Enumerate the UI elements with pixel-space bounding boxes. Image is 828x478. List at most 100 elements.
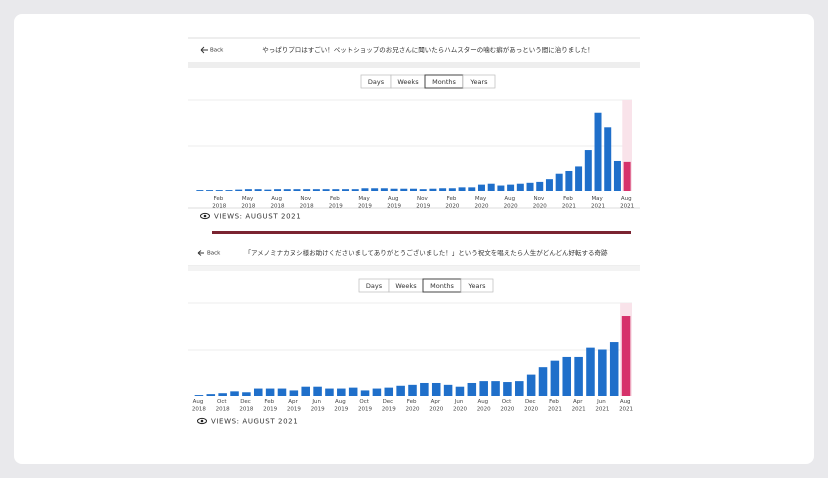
x-tick-label: Jun 2020 (453, 399, 467, 413)
bar (360, 390, 370, 396)
bar (477, 184, 485, 191)
tab-label[interactable]: Years (469, 78, 488, 86)
bar (351, 189, 359, 191)
bar (396, 385, 405, 396)
bar (289, 390, 299, 396)
tab-button[interactable] (462, 74, 496, 89)
eye-icon (197, 417, 207, 425)
bar (277, 388, 287, 396)
x-tick-label: Apr 2021 (572, 399, 586, 413)
bar (594, 112, 602, 191)
bar (408, 384, 417, 396)
bar (507, 184, 515, 191)
x-tick-label: Feb 2019 (263, 399, 277, 413)
bar (380, 188, 388, 191)
back-arrow[interactable] (200, 46, 208, 54)
x-tick-label: May 2019 (358, 196, 372, 210)
x-tick-label: Feb 2020 (445, 196, 459, 210)
bar (301, 386, 310, 396)
bar (194, 395, 204, 396)
bar (467, 382, 477, 396)
bar (419, 189, 427, 191)
bar (584, 150, 592, 191)
bar (384, 387, 394, 396)
separator (212, 231, 631, 234)
bar (303, 189, 311, 191)
bar (342, 189, 350, 191)
bar (253, 388, 263, 396)
back-arrow[interactable] (197, 250, 204, 256)
x-tick-label: Aug 2021 (619, 399, 633, 413)
bar (361, 188, 369, 191)
views-label: VIEWS: AUGUST 2021 (214, 213, 301, 221)
bar (283, 189, 291, 191)
bar (242, 392, 251, 396)
x-tick-label: May 2018 (241, 196, 255, 210)
x-tick-label: Aug 2018 (271, 196, 285, 210)
back-link[interactable]: Back (210, 48, 224, 54)
bar (244, 189, 252, 191)
x-tick-label: Dec 2020 (524, 399, 538, 413)
strip (188, 266, 640, 271)
x-tick-label: Feb 2021 (562, 196, 576, 210)
bar (206, 394, 216, 396)
x-tick-label: Dec 2019 (382, 399, 396, 413)
bar (545, 179, 553, 191)
tab-label[interactable]: Weeks (395, 282, 417, 290)
x-tick-label: Jun 2019 (311, 399, 325, 413)
bar (575, 166, 583, 191)
bar (348, 387, 358, 396)
x-tick-label: Dec 2018 (239, 399, 253, 413)
tab-label[interactable]: Months (430, 282, 454, 290)
strip (188, 62, 640, 68)
bar (565, 170, 573, 191)
bar (230, 391, 239, 396)
x-tick-label: Apr 2020 (429, 399, 443, 413)
bar (536, 181, 544, 191)
bar (562, 356, 572, 396)
bar (274, 189, 282, 191)
tab-label[interactable]: Months (432, 78, 456, 86)
bar (337, 388, 346, 396)
tab-label[interactable]: Years (467, 282, 486, 290)
tab-button[interactable] (460, 278, 494, 293)
views-label: VIEWS: AUGUST 2021 (211, 418, 298, 426)
x-tick-label: Nov 2019 (416, 196, 430, 210)
back-link[interactable]: Back (207, 251, 221, 257)
bar (439, 188, 447, 191)
bar (196, 190, 204, 191)
highlight-column (622, 100, 632, 191)
x-tick-label: Feb 2020 (406, 399, 420, 413)
tab-label[interactable]: Weeks (397, 78, 419, 86)
eye-icon (200, 212, 210, 220)
x-tick-label: Nov 2018 (300, 196, 314, 210)
bar (372, 388, 382, 396)
bar (526, 182, 534, 191)
bar (313, 386, 322, 396)
bar (429, 188, 437, 191)
bar (503, 382, 512, 396)
x-tick-label: May 2021 (591, 196, 605, 210)
bar (516, 183, 524, 191)
page-title: 「アメノミナカヌシ様お助けくださいましてありがとうございました！」という祝文を唱… (244, 248, 608, 257)
x-tick-label: Aug 2019 (334, 399, 348, 413)
bar (390, 188, 398, 191)
bar (586, 347, 595, 396)
bar (555, 173, 563, 191)
x-tick-label: Nov 2020 (533, 196, 547, 210)
bar (322, 189, 330, 191)
bar (215, 190, 223, 191)
bar (420, 382, 429, 396)
bar (371, 188, 379, 191)
bar (312, 189, 320, 191)
bar (431, 382, 441, 396)
bar (332, 189, 340, 191)
tab-label[interactable]: Days (366, 282, 383, 290)
x-tick-label: Feb 2021 (548, 399, 562, 413)
tab-label[interactable]: Days (368, 78, 385, 86)
bar (574, 356, 583, 396)
bar (455, 386, 465, 396)
bar (400, 188, 408, 191)
bar (491, 381, 500, 396)
